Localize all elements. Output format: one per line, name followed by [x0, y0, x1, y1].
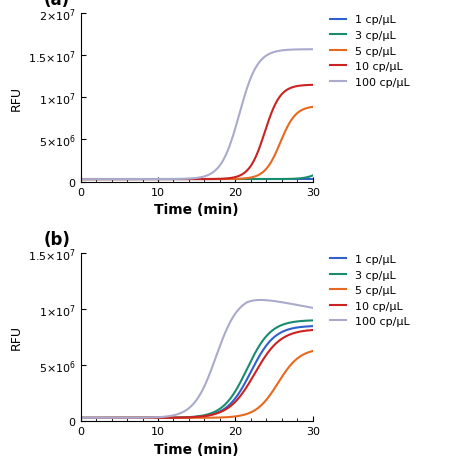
Y-axis label: RFU: RFU	[9, 86, 23, 111]
Legend: 1 cp/μL, 3 cp/μL, 5 cp/μL, 10 cp/μL, 100 cp/μL: 1 cp/μL, 3 cp/μL, 5 cp/μL, 10 cp/μL, 100…	[325, 250, 415, 331]
X-axis label: Time (min): Time (min)	[155, 442, 239, 456]
Y-axis label: RFU: RFU	[9, 325, 23, 350]
Text: (a): (a)	[44, 0, 70, 9]
Legend: 1 cp/μL, 3 cp/μL, 5 cp/μL, 10 cp/μL, 100 cp/μL: 1 cp/μL, 3 cp/μL, 5 cp/μL, 10 cp/μL, 100…	[325, 11, 415, 92]
Text: (b): (b)	[44, 231, 70, 249]
X-axis label: Time (min): Time (min)	[155, 203, 239, 217]
